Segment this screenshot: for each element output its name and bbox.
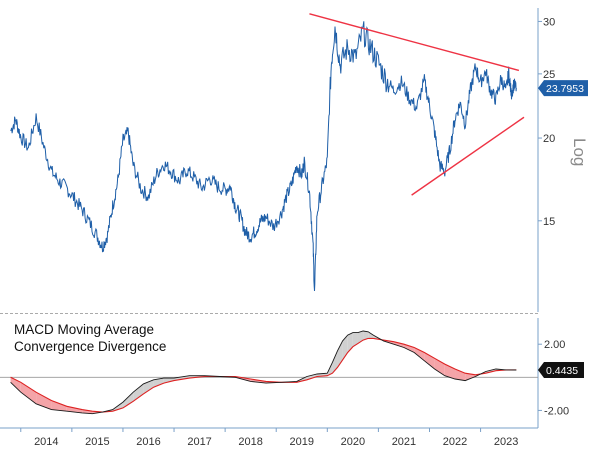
macd-fill-positive (153, 378, 164, 388)
price-y-tick-label: 20 (543, 133, 555, 145)
macd-fill-positive (163, 378, 175, 384)
price-series-line (10, 21, 517, 292)
macd-title-line: MACD Moving Average (14, 322, 154, 337)
last-macd-label: 0.4435 (546, 365, 578, 377)
macd-fill-negative (414, 347, 425, 361)
price-y-tick-label: 15 (543, 216, 555, 228)
macd-panel: 2.00 -2.00 0.4435 MACD Moving Average Conver… (0, 318, 584, 428)
macd-fill-negative (51, 400, 67, 412)
macd-fill-positive (352, 332, 358, 347)
x-tick-label: 2015 (85, 436, 109, 448)
price-y-tick-label: 30 (543, 16, 555, 28)
x-tick-label: 2014 (34, 436, 58, 448)
macd-signal-line (10, 337, 517, 413)
x-tick-label: 2016 (136, 436, 160, 448)
x-tick-label: 2017 (187, 436, 211, 448)
macd-title-line: Convergence Divergence (14, 339, 166, 354)
macd-fill-positive (122, 392, 134, 408)
macd-fill-positive (133, 383, 144, 402)
last-macd-tag (538, 361, 584, 378)
x-tick-label: 2021 (392, 436, 416, 448)
log-axis-title: Log (570, 138, 589, 166)
last-price-tag (538, 80, 588, 97)
macd-fill-negative (424, 352, 435, 370)
macd-fill-negative (455, 369, 466, 381)
macd-fill-negative (393, 341, 404, 348)
x-tick-label: 2018 (238, 436, 262, 448)
x-tick-label: 2023 (494, 436, 518, 448)
macd-y-tick-label: -2.00 (544, 405, 569, 417)
macd-fill-negative (465, 373, 476, 381)
x-axis: 2014 2015 2016 2017 2018 2019 2020 2021 2022 2023 (0, 427, 538, 448)
price-panel: 15 20 25 30 23.7953 Log (0, 8, 589, 314)
macd-fill-positive (306, 374, 318, 380)
macd-fill-positive (363, 330, 369, 341)
last-price-label: 23.7953 (546, 83, 584, 95)
macd-fill-positive (368, 331, 374, 339)
macd-fill-negative (20, 382, 37, 404)
x-tick-label: 2020 (341, 436, 365, 448)
macd-fill-negative (36, 392, 52, 410)
macd-line (10, 330, 517, 415)
macd-fill-negative (434, 358, 445, 376)
macd-fill-positive (174, 375, 190, 381)
macd-fill-negative (444, 364, 456, 379)
macd-y-tick-label: 2.00 (544, 339, 565, 351)
price-y-tick-label: 25 (543, 69, 555, 81)
macd-fill-positive (357, 330, 364, 344)
upper-trendline (309, 13, 520, 72)
x-tick-label: 2019 (290, 436, 314, 448)
lower-trendline (411, 116, 525, 196)
macd-fill-positive (332, 350, 338, 374)
x-tick-label: 2022 (443, 436, 467, 448)
macd-fill-negative (403, 344, 415, 353)
